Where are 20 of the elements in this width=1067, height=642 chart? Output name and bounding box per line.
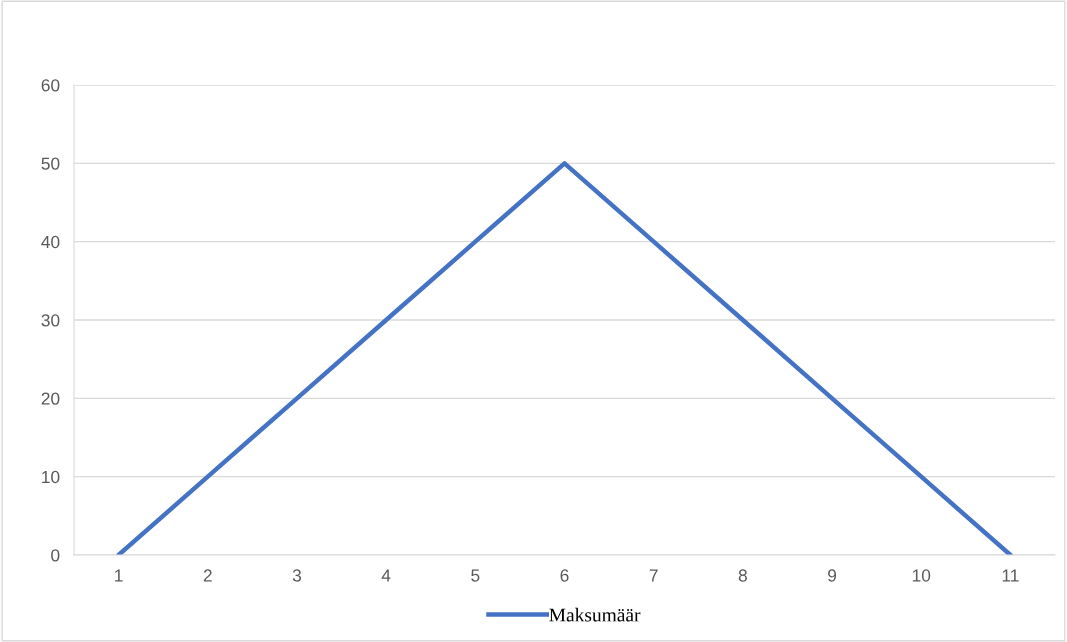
line-series	[116, 161, 1013, 555]
x-tick-label: 3	[292, 569, 302, 582]
x-tick-label: 1	[115, 569, 123, 582]
x-tick-label: 8	[738, 569, 747, 582]
y-tick-label: 40	[41, 235, 60, 249]
y-tick-label: 60	[41, 79, 60, 92]
y-tick-label: 50	[41, 157, 60, 170]
x-tick-label: 6	[560, 569, 569, 582]
y-tick-label: 30	[41, 314, 60, 327]
x-tick-label: 10	[912, 569, 931, 582]
x-tick-label: 11	[1002, 569, 1019, 582]
y-tick-label: 20	[41, 392, 60, 405]
x-tick-label: 7	[649, 569, 658, 582]
x-tick-label: 2	[203, 569, 212, 582]
legend-label: Maksumäär	[549, 607, 641, 622]
x-tick-label: 5	[471, 569, 480, 582]
x-tick-label: 9	[828, 569, 837, 582]
y-tick-label: 0	[51, 549, 60, 562]
y-tick-label: 10	[42, 470, 60, 484]
x-tick-label: 4	[381, 569, 391, 582]
